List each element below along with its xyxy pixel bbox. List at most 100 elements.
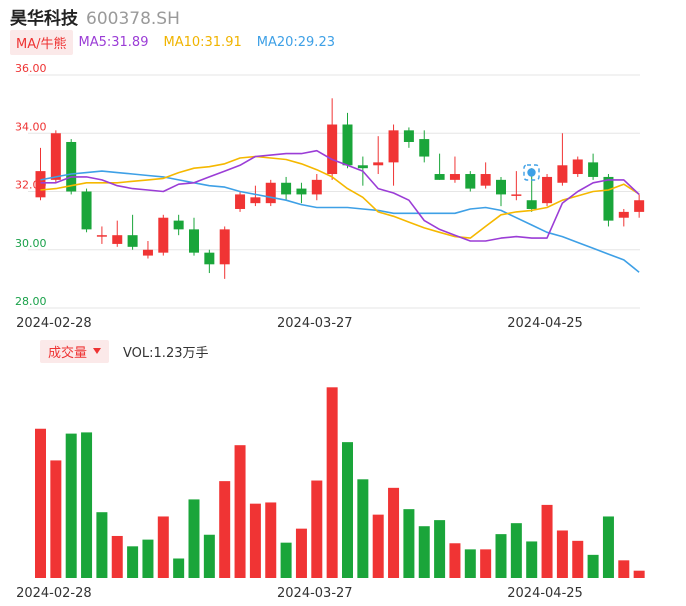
candle[interactable] <box>265 179 276 207</box>
candle[interactable] <box>542 174 553 207</box>
volume-value: VOL:1.23万手 <box>123 345 209 361</box>
volume-bar[interactable] <box>587 554 599 578</box>
candle[interactable] <box>618 208 629 227</box>
volume-bar[interactable] <box>35 428 46 578</box>
candle[interactable] <box>572 156 583 177</box>
candle-body <box>311 179 322 195</box>
y-tick-label: 36.00 <box>15 62 47 75</box>
candle-body <box>189 229 199 253</box>
volume-bar[interactable] <box>188 499 200 578</box>
volume-bar[interactable] <box>142 539 154 578</box>
candle[interactable] <box>35 147 46 201</box>
volume-bar[interactable] <box>342 442 353 578</box>
volume-bar[interactable] <box>127 546 139 578</box>
candle[interactable] <box>296 182 307 204</box>
candle[interactable] <box>403 127 414 148</box>
candle-body <box>449 174 460 180</box>
volume-bar[interactable] <box>280 542 292 578</box>
candle[interactable] <box>311 174 322 201</box>
candle[interactable] <box>96 226 107 244</box>
candle[interactable] <box>511 171 522 201</box>
volume-bar[interactable] <box>219 481 231 578</box>
x-tick-label: 2024-03-27 <box>277 316 353 331</box>
volume-bar[interactable] <box>249 503 261 578</box>
candle[interactable] <box>112 220 123 247</box>
candle[interactable] <box>557 133 568 186</box>
volume-bar[interactable] <box>464 549 476 578</box>
volume-bar[interactable] <box>157 516 169 578</box>
volume-bar[interactable] <box>311 480 323 578</box>
ma-legend: MA/牛熊 MA5:31.89 MA10:31.91 MA20:29.23 <box>10 29 335 55</box>
candle-body <box>235 194 246 209</box>
volume-bar[interactable] <box>556 530 568 578</box>
candle[interactable] <box>127 214 138 250</box>
volume-bar[interactable] <box>50 460 62 578</box>
volume-bar[interactable] <box>65 433 77 578</box>
candle[interactable] <box>480 162 491 189</box>
volume-bar[interactable] <box>495 534 507 578</box>
volume-bar[interactable] <box>388 487 400 578</box>
candle[interactable] <box>465 171 476 192</box>
volume-indicator-selector[interactable]: 成交量 <box>40 339 110 363</box>
candle-body <box>35 171 46 198</box>
candle[interactable] <box>81 188 92 233</box>
candle[interactable] <box>634 194 645 218</box>
candle-body <box>526 200 537 209</box>
volume-bar[interactable] <box>326 387 338 578</box>
volume-bar[interactable] <box>449 543 461 578</box>
candle-body <box>158 217 169 253</box>
volume-bar[interactable] <box>572 540 584 578</box>
volume-bar[interactable] <box>96 512 108 578</box>
candle[interactable] <box>434 153 445 180</box>
candle[interactable] <box>373 136 384 175</box>
crosshair-icon[interactable] <box>523 164 540 181</box>
volume-bar[interactable] <box>265 502 277 578</box>
candle-body <box>81 191 92 230</box>
volume-bar[interactable] <box>203 534 215 578</box>
y-tick-label: 30.00 <box>15 237 47 250</box>
ma20-value: MA20:29.23 <box>256 34 335 50</box>
volume-bar[interactable] <box>173 558 185 578</box>
ma-indicator-selector[interactable]: MA/牛熊 <box>10 29 73 55</box>
candle[interactable] <box>173 214 184 236</box>
volume-bar[interactable] <box>434 520 446 578</box>
volume-bar[interactable] <box>510 523 522 578</box>
candle-body <box>127 235 138 247</box>
volume-bar[interactable] <box>357 479 369 578</box>
candle[interactable] <box>204 249 215 274</box>
volume-bar[interactable] <box>403 509 415 578</box>
candle[interactable] <box>327 98 338 180</box>
volume-bar[interactable] <box>81 432 93 578</box>
x-tick-label: 2024-03-27 <box>277 586 353 601</box>
candle[interactable] <box>142 241 153 259</box>
volume-bar[interactable] <box>111 535 123 578</box>
candle[interactable] <box>250 185 261 207</box>
candle[interactable] <box>588 153 599 180</box>
volume-bar[interactable] <box>418 526 430 578</box>
candle[interactable] <box>496 176 506 207</box>
candle-body <box>572 159 583 175</box>
volume-bar[interactable] <box>618 560 630 578</box>
volume-bar[interactable] <box>372 514 384 578</box>
candle[interactable] <box>603 174 614 227</box>
candle[interactable] <box>388 124 399 186</box>
volume-bar[interactable] <box>633 570 645 578</box>
volume-bar[interactable] <box>295 528 307 578</box>
volume-bar[interactable] <box>480 549 492 578</box>
volume-bar[interactable] <box>234 445 246 578</box>
volume-bar[interactable] <box>541 504 553 578</box>
candle[interactable] <box>219 226 230 279</box>
candle[interactable] <box>419 130 430 163</box>
candle[interactable] <box>189 217 199 256</box>
candle[interactable] <box>158 214 169 256</box>
candle[interactable] <box>50 130 61 183</box>
ma5-line <box>40 149 640 242</box>
candle[interactable] <box>449 156 460 183</box>
candle[interactable] <box>235 191 246 212</box>
volume-bar[interactable] <box>602 516 614 578</box>
candle[interactable] <box>281 176 292 201</box>
candle-body <box>219 229 230 265</box>
candle[interactable] <box>342 112 353 169</box>
volume-bar[interactable] <box>526 541 538 578</box>
